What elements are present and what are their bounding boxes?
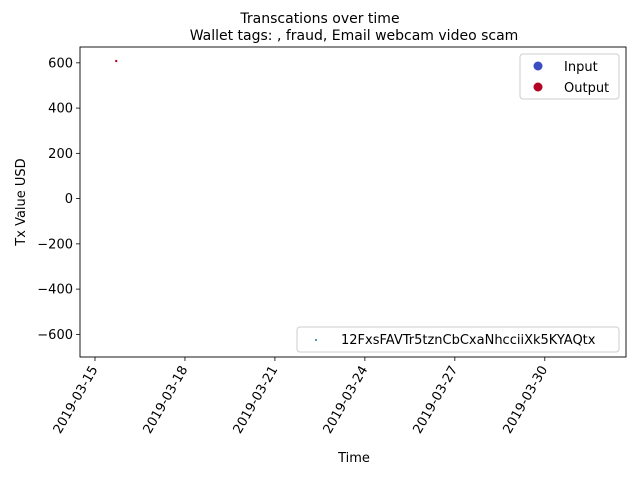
legend-io: Input Output	[519, 53, 620, 100]
y-axis: 600 400 200 0 −200 −400 −600	[37, 56, 80, 343]
y-tick-label: 400	[48, 102, 73, 117]
y-tick-label: 0	[65, 192, 73, 207]
y-tick-label: −600	[37, 328, 73, 343]
legend-wallet-marker	[315, 339, 317, 341]
y-tick-label: −400	[37, 283, 73, 298]
y-axis-label: Tx Value USD	[14, 158, 29, 246]
legend-io-box	[519, 53, 620, 100]
legend-input-marker	[533, 61, 543, 71]
legend-wallet: 12FxsFAVTr5tznCbCxaNhcciiXk5KYAQtx	[296, 326, 620, 353]
y-tick-label: 200	[48, 147, 73, 162]
y-tick-label: −200	[37, 237, 73, 252]
legend-output-label: Output	[564, 81, 609, 96]
data-point-output	[115, 59, 118, 63]
legend-wallet-label: 12FxsFAVTr5tznCbCxaNhcciiXk5KYAQtx	[341, 333, 596, 348]
x-axis-label: Time	[337, 451, 370, 466]
legend-wallet-box	[296, 326, 620, 353]
data-points	[115, 59, 118, 63]
legend-input-label: Input	[564, 60, 598, 75]
chart-title: Wallet tags: , fraud, Email webcam video…	[190, 28, 519, 44]
y-tick-label: 600	[48, 56, 73, 71]
figure-suptitle: Transcations over time	[239, 11, 399, 27]
legend-output-marker	[533, 82, 543, 92]
